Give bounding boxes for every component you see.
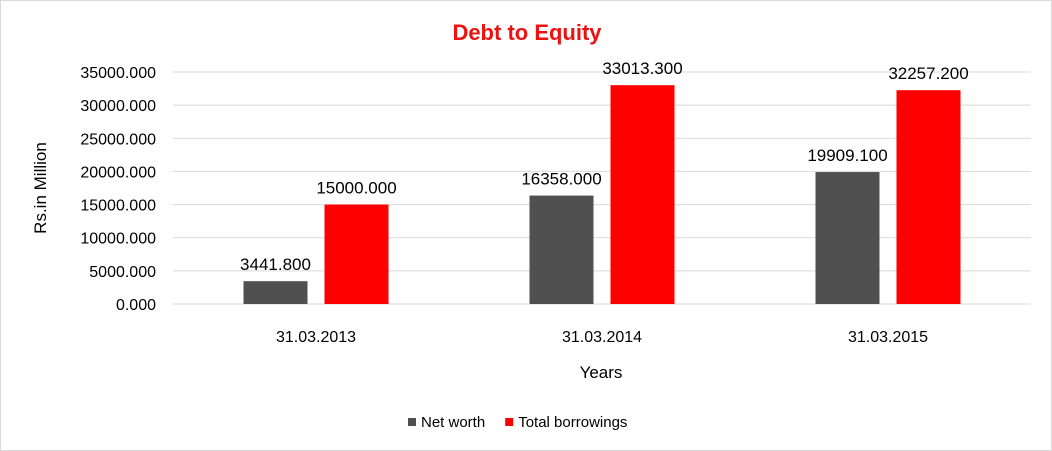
bars: [243, 85, 961, 305]
chart-title: Debt to Equity: [452, 20, 602, 45]
legend-entry: Net worth: [421, 414, 485, 431]
y-tick-label: 25000.000: [80, 131, 156, 148]
data-labels: 3441.800 15000.000 16358.000 33013.300 19909…: [240, 59, 969, 274]
grid-lines: [173, 71, 1031, 305]
x-tick-label: 31.03.2015: [848, 329, 928, 346]
y-axis-ticks: 0.000 5000.000 10000.000 15000.000 20000.000…: [80, 65, 156, 314]
x-axis-ticks: 31.03.2013 31.03.2014 31.03.2015: [276, 329, 928, 346]
data-label: 33013.300: [602, 59, 682, 78]
y-axis-label: Rs.in Million: [31, 142, 50, 234]
bar: [243, 281, 308, 304]
bar: [815, 172, 880, 304]
x-tick-label: 31.03.2014: [562, 329, 642, 346]
y-tick-label: 10000.000: [80, 231, 156, 248]
y-tick-label: 15000.000: [80, 198, 156, 215]
y-tick-label: 20000.000: [80, 164, 156, 181]
y-tick-label: 0.000: [116, 297, 156, 314]
y-tick-label: 5000.000: [89, 264, 156, 281]
bar: [610, 85, 675, 305]
legend-swatch: [505, 418, 514, 426]
bar: [896, 90, 961, 304]
legend-entry: Total borrowings: [518, 414, 627, 431]
data-label: 15000.000: [316, 179, 396, 198]
bar: [529, 195, 594, 304]
y-tick-label: 35000.000: [80, 65, 156, 82]
x-axis-label: Years: [580, 363, 623, 382]
legend-swatch: [408, 418, 416, 426]
data-label: 19909.100: [807, 146, 887, 165]
legend: Net worth Total borrowings: [408, 414, 627, 431]
data-label: 16358.000: [521, 170, 601, 189]
y-tick-label: 30000.000: [80, 98, 156, 115]
x-tick-label: 31.03.2013: [276, 329, 356, 346]
data-label: 3441.800: [240, 255, 311, 274]
data-label: 32257.200: [888, 64, 968, 83]
bar: [324, 204, 389, 304]
